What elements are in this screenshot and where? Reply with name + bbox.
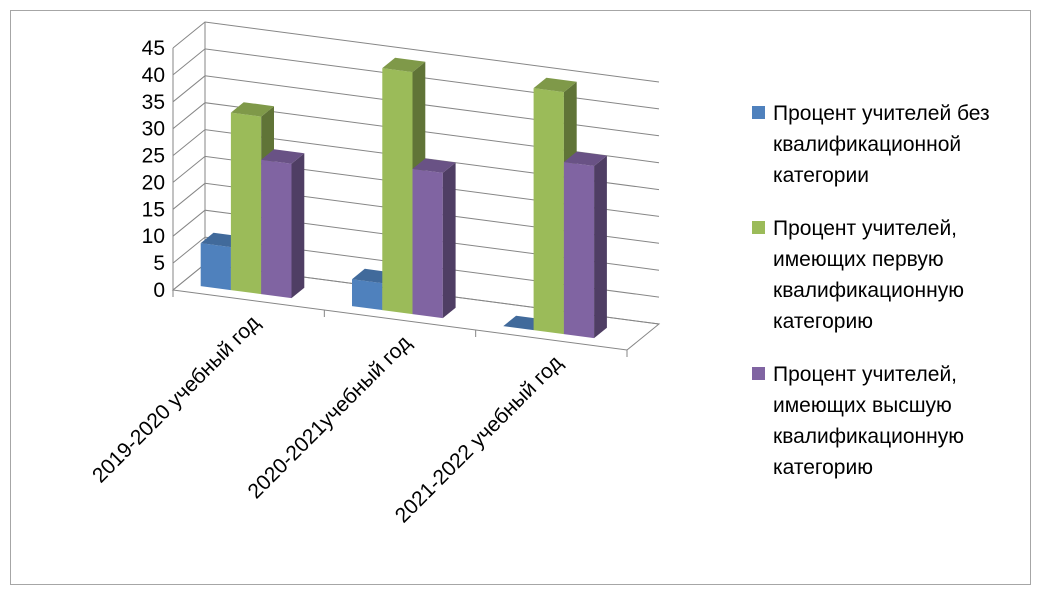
bar-front bbox=[382, 68, 413, 315]
legend-swatch-highest-category bbox=[752, 367, 765, 380]
y-tick-label: 35 bbox=[142, 91, 165, 114]
bar bbox=[563, 151, 607, 339]
bar-top bbox=[533, 77, 577, 93]
bar-front bbox=[230, 112, 262, 295]
legend-label-no-category: Процент учителей без квалификационной ка… bbox=[773, 102, 990, 187]
bar-front bbox=[533, 88, 564, 335]
bar-front bbox=[352, 279, 383, 311]
y-tick-label: 0 bbox=[153, 279, 165, 302]
legend-label-highest-category: Процент учителей, имеющих высшую квалифи… bbox=[773, 363, 964, 479]
bar-top bbox=[563, 151, 607, 166]
chart-bars bbox=[200, 57, 607, 339]
bar bbox=[261, 149, 305, 299]
y-tick-label: 30 bbox=[142, 118, 165, 141]
chart-legend: Процент учителей без квалификационной ка… bbox=[752, 98, 1032, 505]
x-tick-label: 2019-2020 учебный год bbox=[88, 311, 264, 487]
bar-front bbox=[412, 168, 443, 319]
bar-side bbox=[442, 162, 456, 319]
x-tick-label: 2020-2021учебный год bbox=[244, 331, 416, 503]
bar bbox=[412, 158, 456, 319]
bar-front bbox=[200, 243, 231, 291]
chart-walls bbox=[171, 21, 661, 357]
y-tick-label: 45 bbox=[142, 37, 165, 60]
bar-top bbox=[382, 57, 426, 73]
y-tick-label: 5 bbox=[153, 252, 165, 275]
chart-frame bbox=[10, 10, 1031, 585]
bar-side bbox=[291, 153, 305, 299]
y-tick-label: 10 bbox=[142, 225, 165, 248]
bar-side bbox=[594, 155, 607, 339]
bar-front bbox=[563, 162, 595, 339]
legend-item-highest-category: Процент учителей, имеющих высшую квалифи… bbox=[752, 359, 1032, 483]
legend-label-first-category: Процент учителей, имеющих первую квалифи… bbox=[773, 217, 964, 333]
x-tick-label: 2021-2022 учебный год bbox=[391, 351, 567, 527]
bar-top bbox=[412, 158, 456, 173]
legend-item-no-category: Процент учителей без квалификационной ка… bbox=[752, 98, 1032, 191]
y-axis-labels: 0 5 10 15 20 25 30 35 40 45 bbox=[142, 37, 165, 302]
legend-swatch-first-category bbox=[752, 221, 765, 234]
legend-item-first-category: Процент учителей, имеющих первую квалифи… bbox=[752, 213, 1032, 337]
bar-front bbox=[261, 159, 292, 299]
legend-swatch-no-category bbox=[752, 106, 765, 119]
y-tick-label: 25 bbox=[142, 145, 165, 168]
bar-top bbox=[261, 149, 305, 164]
bar-top bbox=[230, 102, 274, 117]
y-tick-label: 20 bbox=[142, 171, 165, 194]
y-tick-label: 15 bbox=[142, 198, 165, 221]
y-tick-label: 40 bbox=[142, 64, 165, 87]
